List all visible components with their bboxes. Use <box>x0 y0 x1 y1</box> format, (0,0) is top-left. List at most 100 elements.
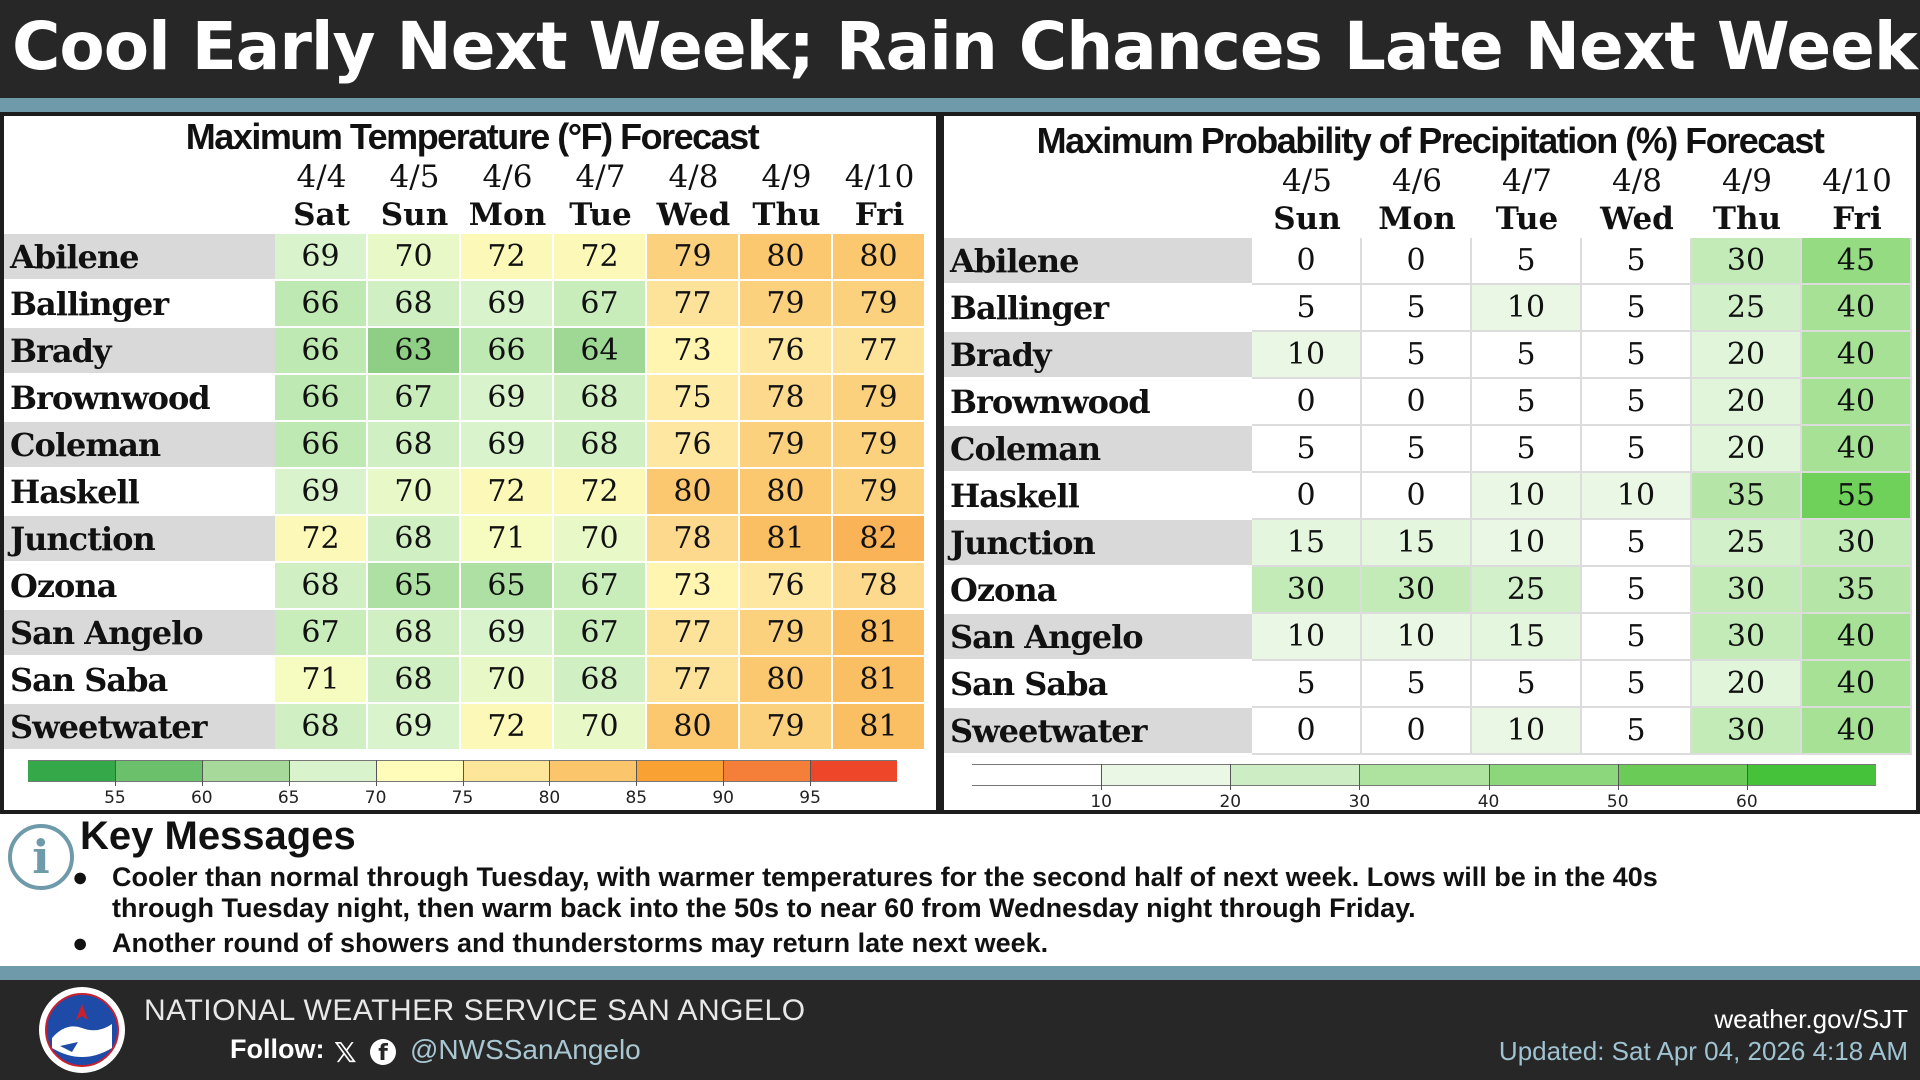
precipitation-forecast-panel: Maximum Probability of Precipitation (%)… <box>940 112 1920 814</box>
colorbar-tick-label: 90 <box>712 788 735 808</box>
footer-stripe <box>0 966 1920 980</box>
key-message-1-line1: Cooler than normal through Tuesday, with… <box>112 862 1658 892</box>
data-cell: 69 <box>368 704 461 751</box>
colorbar-tick-line <box>462 760 464 786</box>
data-cell: 78 <box>647 516 740 563</box>
data-cell: 70 <box>554 704 647 751</box>
column-date: 4/7 <box>1502 163 1552 199</box>
data-cell: 81 <box>740 516 833 563</box>
colorbar-tick-line <box>549 760 551 786</box>
colorbar-segment <box>1101 764 1231 786</box>
row-label: Brownwood <box>4 375 275 422</box>
data-cell: 5 <box>1472 426 1582 473</box>
data-cell: 80 <box>740 469 833 516</box>
x-icon[interactable]: 𝕏 <box>334 1036 357 1069</box>
data-cell: 72 <box>275 516 368 563</box>
colorbar-tick-label: 80 <box>538 788 561 808</box>
data-cell: 20 <box>1692 379 1802 426</box>
data-cell: 30 <box>1692 238 1802 285</box>
data-cell: 79 <box>833 281 926 328</box>
colorbar-segment <box>972 764 1102 786</box>
data-cell: 5 <box>1362 285 1472 332</box>
data-cell: 40 <box>1802 661 1912 708</box>
data-cell: 35 <box>1802 567 1912 614</box>
website-link[interactable]: weather.gov/SJT <box>1714 1004 1908 1034</box>
facebook-icon[interactable]: f <box>370 1039 396 1066</box>
data-cell: 76 <box>740 563 833 610</box>
data-cell: 67 <box>368 375 461 422</box>
column-header: 4/7 Tue <box>554 158 647 234</box>
data-cell: 15 <box>1472 614 1582 661</box>
data-cell: 80 <box>647 704 740 751</box>
data-cell: 20 <box>1692 332 1802 379</box>
column-day: Mon <box>468 197 547 233</box>
temperature-panel-title: Maximum Temperature (°F) Forecast <box>185 116 760 157</box>
row-label: Ballinger <box>944 285 1252 332</box>
column-day: Thu <box>752 197 821 233</box>
data-cell: 68 <box>368 516 461 563</box>
nws-logo <box>39 987 125 1073</box>
colorbar-tick-label: 20 <box>1219 792 1242 812</box>
data-cell: 40 <box>1802 614 1912 661</box>
data-cell: 10 <box>1582 473 1692 520</box>
colorbar-tick-label: 30 <box>1348 792 1371 812</box>
colorbar-tick-label: 40 <box>1477 792 1500 812</box>
data-cell: 5 <box>1582 426 1692 473</box>
data-cell: 0 <box>1362 238 1472 285</box>
data-cell: 5 <box>1252 426 1362 473</box>
colorbar-tick-line <box>201 760 203 786</box>
key-message-1-line2: through Tuesday night, then warm back in… <box>112 893 1416 923</box>
data-cell: 0 <box>1252 473 1362 520</box>
data-cell: 5 <box>1362 332 1472 379</box>
data-cell: 40 <box>1802 332 1912 379</box>
colorbar-tick-line <box>1230 764 1232 790</box>
column-date: 4/8 <box>1612 163 1662 199</box>
column-day: Sun <box>380 197 449 233</box>
data-cell: 79 <box>647 234 740 281</box>
data-cell: 40 <box>1802 708 1912 755</box>
bullet-dot: ● <box>72 928 89 958</box>
social-handle[interactable]: @NWSSanAngelo <box>410 1034 641 1065</box>
row-label: Haskell <box>944 473 1252 520</box>
data-cell: 68 <box>275 704 368 751</box>
data-cell: 76 <box>740 328 833 375</box>
row-label: Ballinger <box>4 281 275 328</box>
column-day: Fri <box>854 197 905 233</box>
data-cell: 68 <box>368 422 461 469</box>
data-cell: 72 <box>554 234 647 281</box>
data-cell: 30 <box>1692 567 1802 614</box>
data-cell: 0 <box>1252 238 1362 285</box>
column-date: 4/9 <box>1722 163 1772 199</box>
data-cell: 79 <box>833 375 926 422</box>
column-day: Wed <box>656 197 731 233</box>
column-header: 4/5 Sun <box>368 158 461 234</box>
row-label: Brownwood <box>944 379 1252 426</box>
colorbar-tick-label: 65 <box>277 788 300 808</box>
data-cell: 69 <box>461 375 554 422</box>
data-cell: 10 <box>1252 332 1362 379</box>
data-cell: 10 <box>1472 285 1582 332</box>
colorbar-tick-line <box>810 760 812 786</box>
colorbar-tick-line <box>1746 764 1748 790</box>
row-label: Junction <box>4 516 275 563</box>
data-cell: 67 <box>554 610 647 657</box>
data-cell: 0 <box>1362 708 1472 755</box>
data-cell: 55 <box>1802 473 1912 520</box>
data-cell: 0 <box>1252 708 1362 755</box>
data-cell: 0 <box>1362 473 1472 520</box>
agency-name: NATIONAL WEATHER SERVICE SAN ANGELO <box>144 994 806 1027</box>
column-day: Fri <box>1832 201 1882 237</box>
data-cell: 10 <box>1362 614 1472 661</box>
colorbar-segment <box>636 760 724 782</box>
row-label: Ozona <box>4 563 275 610</box>
data-cell: 5 <box>1252 285 1362 332</box>
column-header: 4/10 Fri <box>1802 162 1912 238</box>
data-cell: 5 <box>1472 661 1582 708</box>
colorbar-segment <box>723 760 811 782</box>
column-day: Mon <box>1378 201 1456 237</box>
colorbar-segment <box>549 760 637 782</box>
row-label: Brady <box>4 328 275 375</box>
data-cell: 68 <box>554 657 647 704</box>
data-cell: 5 <box>1582 332 1692 379</box>
column-date: 4/4 <box>296 159 347 195</box>
